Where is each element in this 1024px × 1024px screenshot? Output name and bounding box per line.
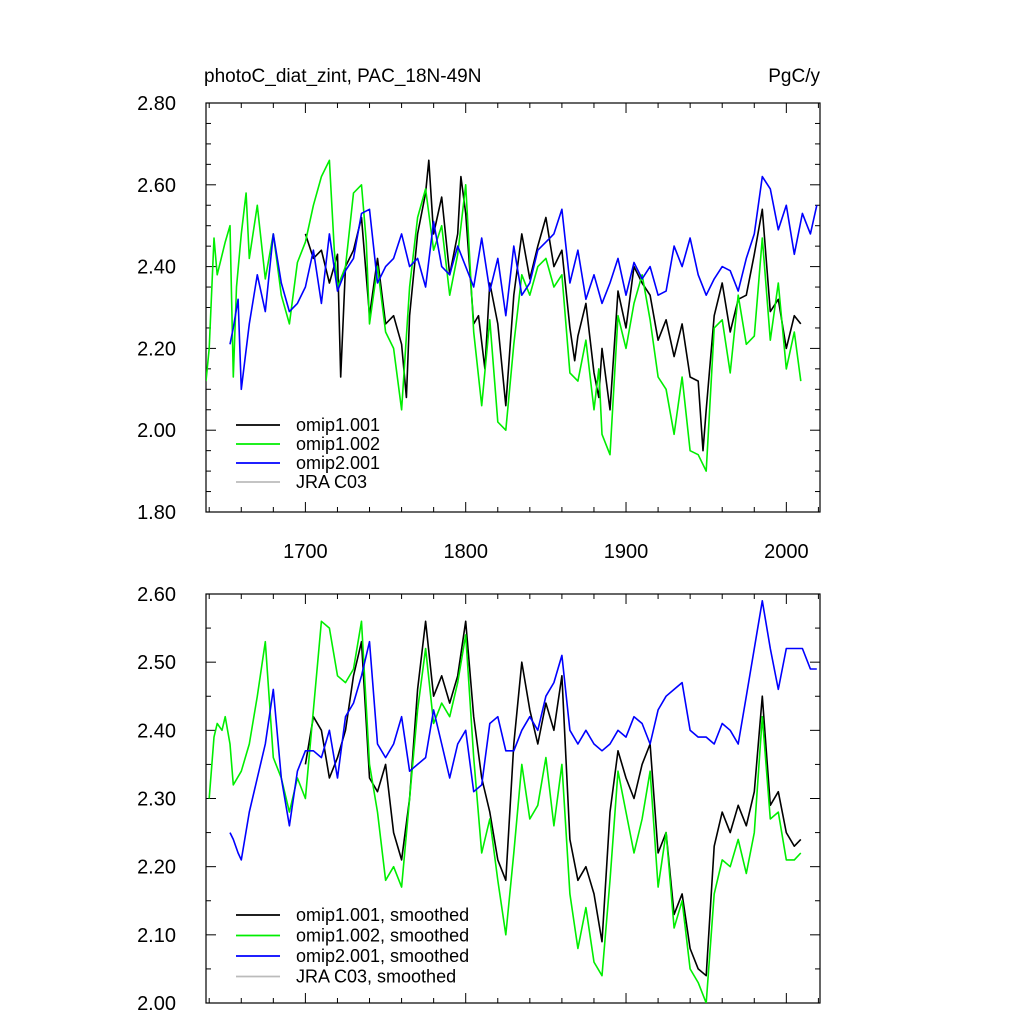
x-tick-label: 2000	[764, 541, 809, 563]
y-tick-label: 2.80	[137, 93, 176, 115]
x-tick-label: 1800	[443, 541, 488, 563]
y-tick-label: 2.20	[137, 338, 176, 360]
legend-label: omip1.002	[296, 434, 380, 454]
legend-label: omip1.002, smoothed	[296, 926, 469, 946]
x-tick-label: 1700	[283, 541, 328, 563]
top-panel-raw: 1700 1800 1900 2000 1.80 2.00 2.20 2.40 2.60 2.80…	[137, 93, 821, 563]
y-tick-label: 2.00	[137, 993, 176, 1015]
legend-label: omip1.001	[296, 415, 380, 435]
y-tick-label: 2.30	[137, 789, 176, 811]
x-tick-label: 1900	[604, 541, 649, 563]
legend-label: omip2.001	[296, 453, 380, 473]
y-tick-label: 1.80	[137, 502, 176, 524]
bottom-panel-smoothed: 2.00 2.10 2.20 2.30 2.40 2.50 2.60 omip1.001, s…	[137, 584, 821, 1015]
legend-label: JRA C03	[296, 472, 367, 492]
units-label: PgC/y	[768, 66, 820, 87]
series-line-omip2-001-smoothed	[229, 599, 817, 861]
legend-label: omip1.001, smoothed	[296, 905, 469, 925]
series-line-omip2-001	[229, 175, 818, 391]
series-line-omip1-002	[206, 159, 802, 472]
y-tick-label: 2.20	[137, 857, 176, 879]
y-tick-label: 2.00	[137, 420, 176, 442]
y-tick-label: 2.40	[137, 720, 176, 742]
series-line-omip1-001-smoothed	[304, 620, 802, 977]
legend-label: omip2.001, smoothed	[296, 946, 469, 966]
chart-title: photoC_diat_zint, PAC_18N-49N	[204, 66, 481, 87]
y-tick-label: 2.60	[137, 584, 176, 606]
y-tick-label: 2.60	[137, 175, 176, 197]
y-tick-label: 2.10	[137, 925, 176, 947]
y-tick-label: 2.50	[137, 652, 176, 674]
series-line-omip1-002-smoothed	[208, 620, 802, 1003]
y-tick-label: 2.40	[137, 257, 176, 279]
legend-label: JRA C03, smoothed	[296, 967, 456, 987]
series-line-omip1-001	[304, 159, 802, 452]
